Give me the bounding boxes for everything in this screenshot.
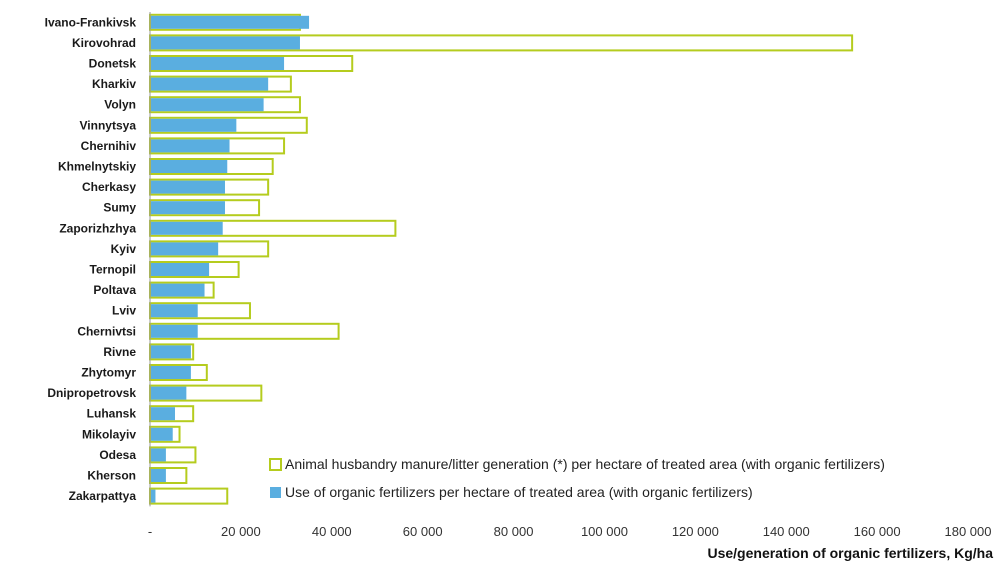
bar-use-kherson <box>151 469 166 482</box>
bar-use-dnipropetrovsk <box>151 386 187 400</box>
category-label-mikolayiv: Mikolayiv <box>82 427 136 441</box>
legend-label-generation: Animal husbandry manure/litter generatio… <box>285 456 885 472</box>
bar-use-chernihiv <box>151 139 230 153</box>
category-label-luhansk: Luhansk <box>87 407 137 421</box>
bar-generation-zakarpattya <box>149 487 229 505</box>
category-label-kharkiv: Kharkiv <box>92 77 136 91</box>
legend: Animal husbandry manure/litter generatio… <box>269 456 885 500</box>
bar-use-ternopil <box>151 263 210 276</box>
category-label-poltava: Poltava <box>93 283 136 297</box>
category-label-zaporizhzhya: Zaporizhzhya <box>59 221 136 235</box>
bar-use-zakarpattya <box>151 489 156 503</box>
x-tick-label: 120 000 <box>672 524 719 539</box>
bar-use-khmelnytskiy <box>151 160 228 173</box>
category-label-lviv: Lviv <box>112 304 136 318</box>
category-label-rivne: Rivne <box>103 345 136 359</box>
bar-use-poltava <box>151 283 205 297</box>
bar-use-sumy <box>151 201 225 215</box>
category-label-dnipropetrovsk: Dnipropetrovsk <box>47 386 136 400</box>
legend-swatch-generation <box>269 458 282 471</box>
x-tick-label: 20 000 <box>221 524 261 539</box>
legend-label-use: Use of organic fertilizers per hectare o… <box>285 484 753 500</box>
category-label-sumy: Sumy <box>103 201 136 215</box>
bar-use-donetsk <box>151 57 285 70</box>
category-label-volyn: Volyn <box>104 98 136 112</box>
x-tick-label: 100 000 <box>581 524 628 539</box>
x-tick-label: - <box>148 524 152 539</box>
x-tick-label: 160 000 <box>854 524 901 539</box>
bar-use-zhytomyr <box>151 366 191 379</box>
category-label-zakarpattya: Zakarpattya <box>69 489 137 503</box>
x-tick-label: 40 000 <box>312 524 352 539</box>
bar-use-luhansk <box>151 407 175 421</box>
x-tick-label: 80 000 <box>494 524 534 539</box>
category-label-ternopil: Ternopil <box>90 263 136 277</box>
category-label-khmelnytskiy: Khmelnytskiy <box>58 160 136 174</box>
x-tick-label: 60 000 <box>403 524 443 539</box>
category-label-chernihiv: Chernihiv <box>81 139 137 153</box>
bar-use-kharkiv <box>151 77 269 91</box>
bar-use-zaporizhzhya <box>151 221 223 235</box>
category-label-cherkasy: Cherkasy <box>82 180 136 194</box>
bar-use-lviv <box>151 304 198 318</box>
bars-layer <box>149 13 854 505</box>
bar-use-kyiv <box>151 242 219 256</box>
bar-use-ivano-frankivsk <box>151 15 310 29</box>
bar-use-vinnytsya <box>151 118 237 132</box>
category-label-odesa: Odesa <box>99 448 136 462</box>
category-labels: Ivano-Frankivsk Kirovohrad Donetsk Kharkiv V… <box>45 15 137 503</box>
bar-use-kirovohrad <box>151 36 300 50</box>
bar-use-odesa <box>151 448 166 462</box>
bar-use-volyn <box>151 98 264 112</box>
bar-use-mikolayiv <box>151 427 173 441</box>
x-axis-title: Use/generation of organic fertilizers, K… <box>707 545 993 561</box>
category-label-donetsk: Donetsk <box>89 57 137 71</box>
x-axis-ticks: - 20 000 40 000 60 000 80 000 100 000 120 000 1… <box>148 524 992 539</box>
category-label-ivano-frankivsk: Ivano-Frankivsk <box>45 15 137 29</box>
bar-use-cherkasy <box>151 180 225 194</box>
category-label-kirovohrad: Kirovohrad <box>72 36 136 50</box>
category-label-kherson: Kherson <box>87 469 136 483</box>
category-label-kyiv: Kyiv <box>111 242 137 256</box>
category-label-chernivtsi: Chernivtsi <box>77 324 136 338</box>
legend-swatch-use <box>270 487 281 498</box>
bar-use-rivne <box>151 345 191 359</box>
category-label-vinnytsya: Vinnytsya <box>80 118 137 132</box>
x-tick-label: 140 000 <box>763 524 810 539</box>
category-label-zhytomyr: Zhytomyr <box>81 366 136 380</box>
bar-use-chernivtsi <box>151 324 198 338</box>
x-tick-label: 180 000 <box>945 524 992 539</box>
